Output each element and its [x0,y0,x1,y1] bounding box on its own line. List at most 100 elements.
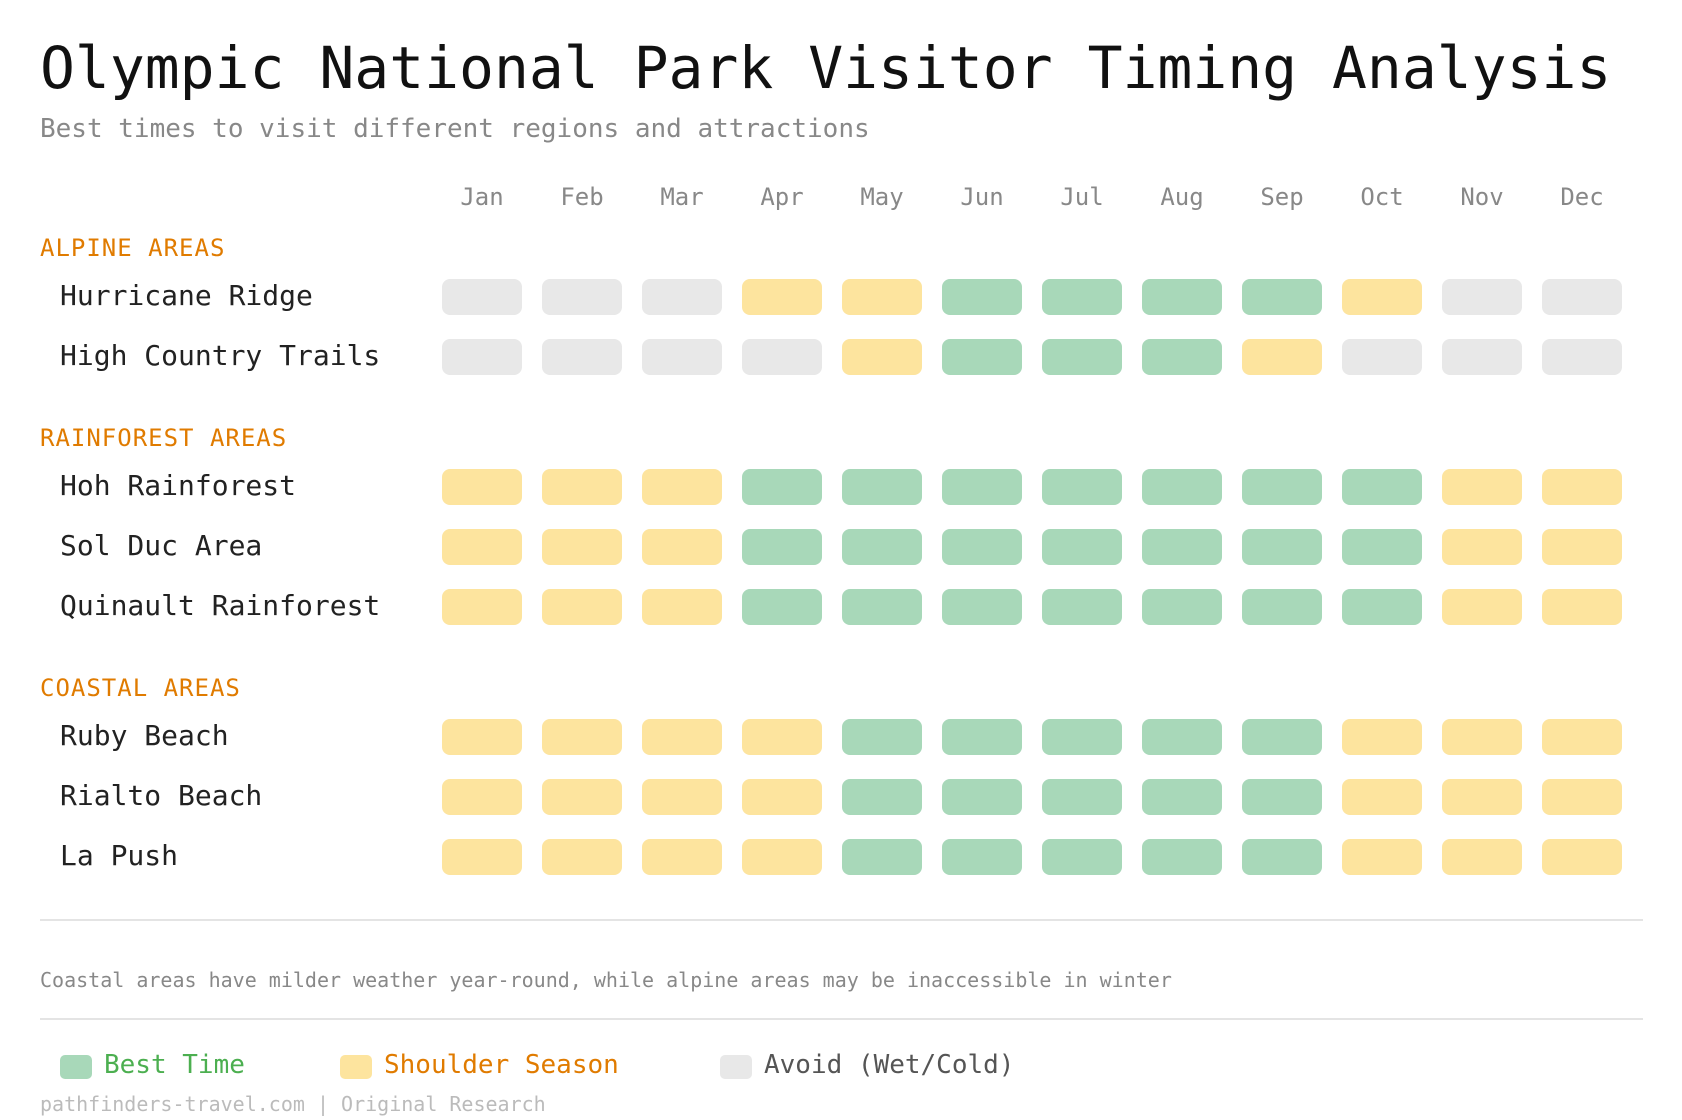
heatmap-cell [942,839,1022,875]
heatmap-cell [742,339,822,375]
heatmap-cell [1442,719,1522,755]
heatmap-cell [1042,529,1122,565]
month-label: May [860,183,904,211]
month-label: Feb [560,183,604,211]
heatmap-cell [742,719,822,755]
heatmap-cell [642,529,722,565]
heatmap-cell [542,339,622,375]
heatmap-cell [1142,279,1222,315]
heatmap-cell [1542,469,1622,505]
heatmap-cell [542,469,622,505]
row-label: Hoh Rainforest [60,469,297,502]
legend-swatch [60,1055,92,1079]
heatmap-cell [642,589,722,625]
heatmap-cell [942,719,1022,755]
group-label: COASTAL AREAS [40,674,241,702]
heatmap-cell [1142,839,1222,875]
heatmap-cell [1042,339,1122,375]
heatmap-cell [1142,779,1222,815]
row-label: Ruby Beach [60,719,229,752]
heatmap-cell [742,589,822,625]
month-label: Oct [1360,183,1404,211]
month-label: Dec [1560,183,1604,211]
heatmap-cell [942,339,1022,375]
heatmap-cell [542,719,622,755]
heatmap-cell [942,589,1022,625]
heatmap-cell [1442,469,1522,505]
heatmap-cell [942,279,1022,315]
heatmap-cell [1042,589,1122,625]
heatmap-cell [1042,279,1122,315]
heatmap-cell [642,279,722,315]
heatmap-cell [842,339,922,375]
heatmap-cell [1442,839,1522,875]
heatmap-cell [642,779,722,815]
heatmap-cell [842,589,922,625]
legend-swatch [340,1055,372,1079]
divider [40,1018,1643,1020]
heatmap-cell [642,469,722,505]
heatmap-cell [1442,339,1522,375]
group-label: ALPINE AREAS [40,234,226,262]
legend-swatch [720,1055,752,1079]
heatmap-cell [1142,339,1222,375]
heatmap-cell [742,279,822,315]
legend-label: Avoid (Wet/Cold) [764,1050,1015,1080]
month-label: Sep [1260,183,1304,211]
heatmap-cell [942,469,1022,505]
heatmap-cell [1342,339,1422,375]
heatmap-cell [942,529,1022,565]
heatmap-cell [742,529,822,565]
heatmap-cell [1442,779,1522,815]
heatmap-cell [1242,839,1322,875]
heatmap-cell [442,719,522,755]
heatmap-cell [742,469,822,505]
heatmap-cell [1542,339,1622,375]
heatmap-cell [1442,279,1522,315]
heatmap-cell [542,589,622,625]
heatmap-cell [1542,839,1622,875]
heatmap-cell [442,779,522,815]
heatmap-cell [542,779,622,815]
heatmap-cell [1542,589,1622,625]
heatmap-cell [442,279,522,315]
legend-label: Best Time [104,1050,245,1080]
heatmap-cell [842,719,922,755]
heatmap-cell [642,719,722,755]
heatmap-cell [1542,279,1622,315]
heatmap-cell [1242,779,1322,815]
heatmap-cell [842,529,922,565]
heatmap-cell [842,779,922,815]
heatmap-cell [1542,719,1622,755]
heatmap-cell [742,839,822,875]
month-label: Jul [1060,183,1104,211]
heatmap-cell [1142,529,1222,565]
month-label: Jun [960,183,1004,211]
legend-label: Shoulder Season [384,1050,619,1080]
heatmap-cell [1342,839,1422,875]
heatmap-cell [1142,719,1222,755]
heatmap-cell [1442,589,1522,625]
heatmap-cell [1342,589,1422,625]
heatmap-cell [1442,529,1522,565]
heatmap-cell [1542,529,1622,565]
heatmap-cell [442,469,522,505]
month-label: Nov [1460,183,1504,211]
heatmap-cell [1042,719,1122,755]
heatmap-cell [1042,469,1122,505]
heatmap-cell [1342,279,1422,315]
heatmap-cell [1342,469,1422,505]
divider [40,919,1643,921]
heatmap-cell [942,779,1022,815]
heatmap-cell [1042,779,1122,815]
heatmap-cell [1242,339,1322,375]
page-title: Olympic National Park Visitor Timing Ana… [40,34,1612,102]
heatmap-cell [542,529,622,565]
month-label: Mar [660,183,704,211]
heatmap-cell [1042,839,1122,875]
heatmap-cell [842,469,922,505]
heatmap-cell [542,279,622,315]
heatmap-cell [1342,719,1422,755]
heatmap-cell [1342,779,1422,815]
heatmap-cell [642,339,722,375]
